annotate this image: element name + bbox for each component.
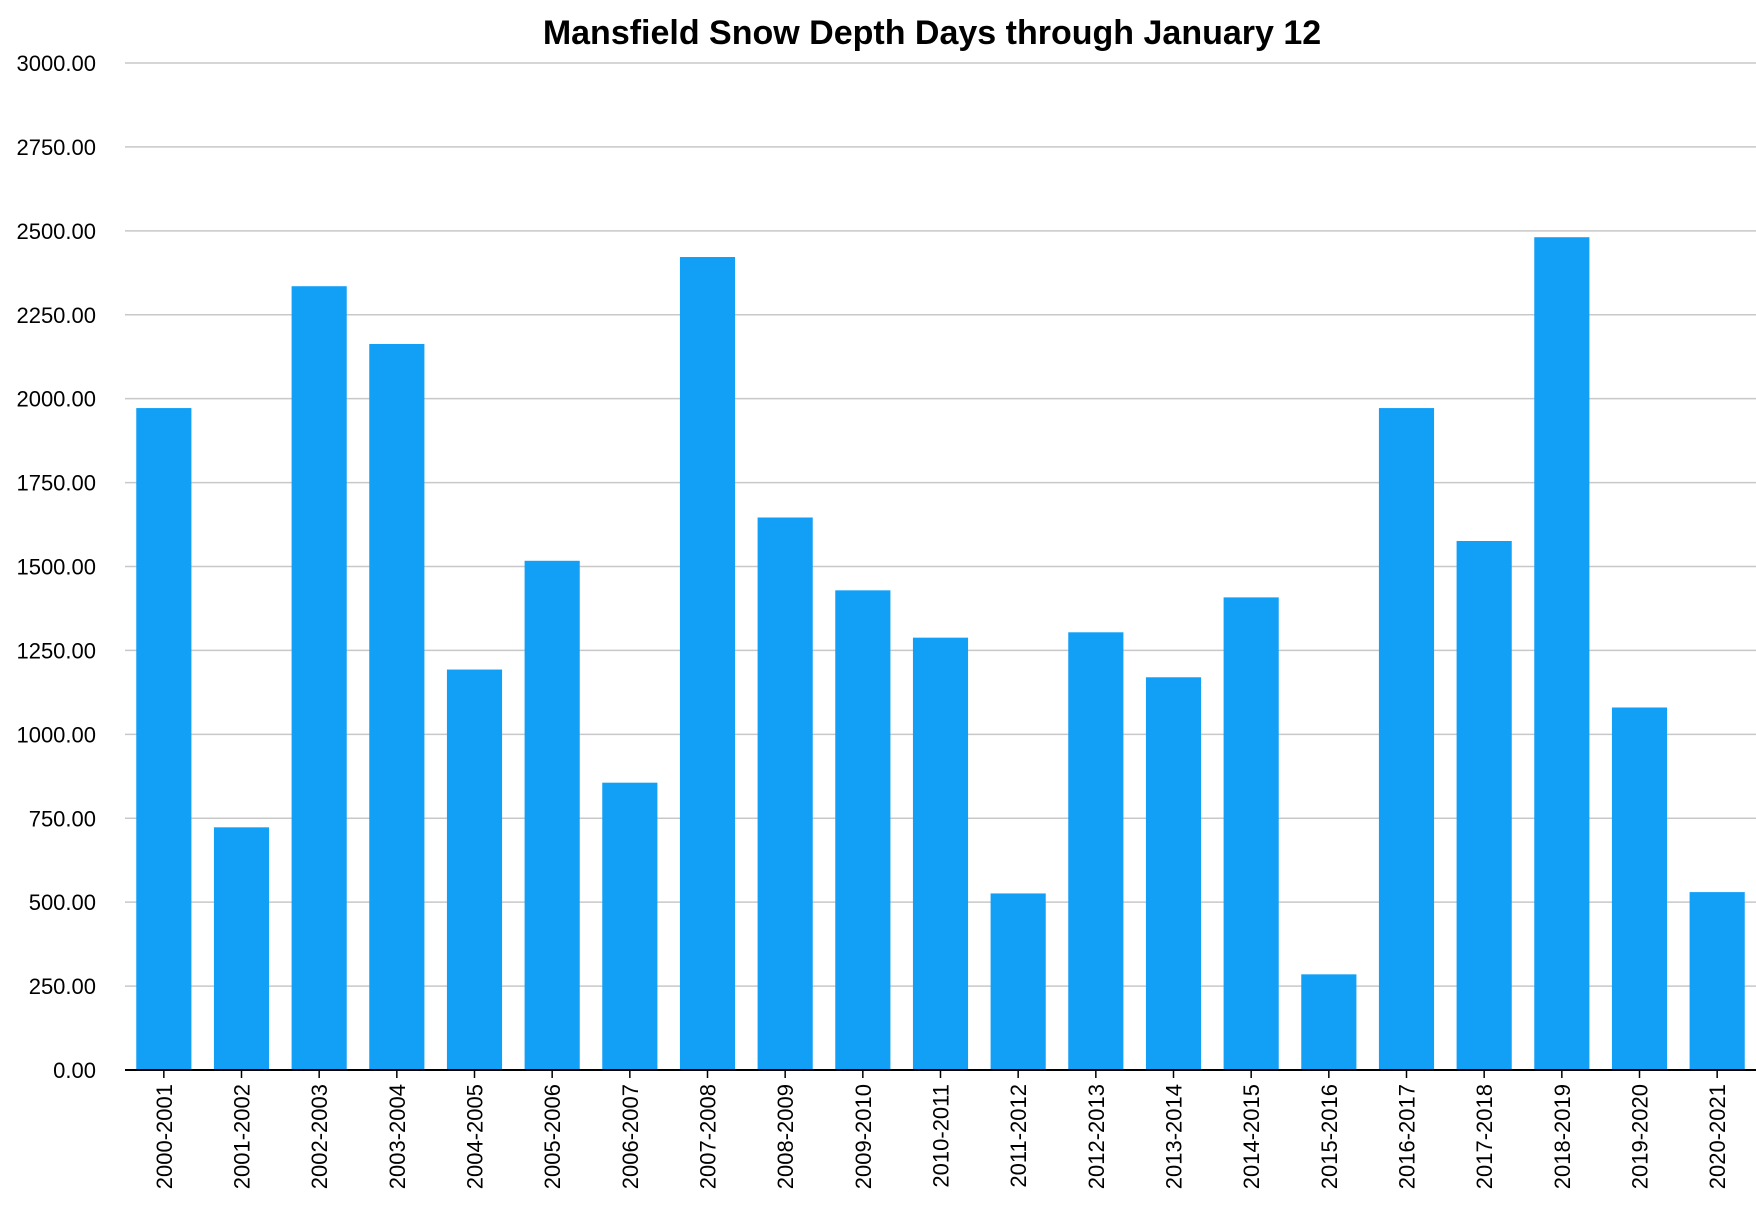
bar — [1223, 597, 1279, 1070]
x-tick-label: 2007-2008 — [696, 1084, 721, 1189]
x-tick-label: 2020-2021 — [1705, 1084, 1730, 1189]
bar — [835, 590, 891, 1070]
chart-title: Mansfield Snow Depth Days through Januar… — [543, 14, 1321, 52]
bar — [602, 782, 658, 1070]
x-tick-label: 2003-2004 — [385, 1084, 410, 1189]
x-tick-label: 2013-2014 — [1162, 1084, 1187, 1189]
x-tick-label: 2016-2017 — [1395, 1084, 1420, 1189]
bar — [136, 408, 192, 1071]
y-tick-label: 1500.00 — [16, 555, 96, 580]
x-tick-label: 2001-2002 — [230, 1084, 255, 1189]
bars — [136, 237, 1745, 1071]
bar — [1534, 237, 1590, 1070]
x-tick-label: 2018-2019 — [1550, 1084, 1575, 1189]
y-tick-label: 750.00 — [29, 806, 96, 831]
x-tick-label: 2017-2018 — [1472, 1084, 1497, 1189]
bar — [1145, 677, 1202, 1070]
bar — [291, 286, 347, 1070]
x-tick-label: 2010-2011 — [929, 1084, 954, 1188]
bar — [1611, 707, 1668, 1070]
bar — [446, 669, 503, 1070]
y-tick-label: 1250.00 — [16, 638, 96, 663]
bar — [369, 343, 425, 1070]
y-tick-label: 2000.00 — [16, 387, 96, 412]
x-tick-label: 2000-2001 — [152, 1084, 177, 1189]
x-tick-label: 2008-2009 — [773, 1084, 798, 1189]
y-tick-label: 2250.00 — [16, 303, 96, 328]
bar — [757, 517, 813, 1070]
x-tick-label: 2015-2016 — [1317, 1084, 1342, 1189]
y-tick-label: 3000.00 — [16, 51, 96, 76]
x-tick-label: 2005-2006 — [540, 1084, 565, 1189]
bar — [1456, 540, 1512, 1070]
bar — [1068, 632, 1124, 1070]
x-tick-label: 2004-2005 — [463, 1084, 488, 1189]
bar — [213, 827, 270, 1070]
x-tick-label: 2002-2003 — [307, 1084, 332, 1189]
x-axis-ticks: 2000-2001 2001-2002 2002-2003 2003-2004 2004… — [152, 1070, 1730, 1189]
bar — [679, 257, 736, 1070]
bar — [990, 893, 1046, 1070]
y-tick-label: 1750.00 — [16, 471, 96, 496]
y-tick-label: 500.00 — [29, 890, 96, 915]
y-tick-label: 0.00 — [53, 1058, 96, 1083]
x-tick-label: 2019-2020 — [1628, 1084, 1653, 1189]
bar — [1689, 892, 1745, 1070]
y-tick-label: 250.00 — [29, 974, 96, 999]
y-axis-ticks: 0.00 250.00 500.00 750.00 1000.00 1250.00 1500… — [16, 51, 96, 1083]
y-tick-label: 2750.00 — [16, 135, 96, 160]
y-tick-label: 1000.00 — [16, 722, 96, 747]
bar — [1378, 408, 1435, 1071]
x-tick-label: 2012-2013 — [1084, 1084, 1109, 1189]
bar — [912, 637, 969, 1070]
x-tick-label: 2011-2012 — [1006, 1084, 1031, 1188]
x-tick-label: 2009-2010 — [851, 1084, 876, 1189]
x-tick-label: 2014-2015 — [1239, 1084, 1264, 1189]
x-tick-label: 2006-2007 — [618, 1084, 643, 1189]
y-tick-label: 2500.00 — [16, 219, 96, 244]
bar — [524, 560, 580, 1070]
bar — [1301, 974, 1357, 1070]
